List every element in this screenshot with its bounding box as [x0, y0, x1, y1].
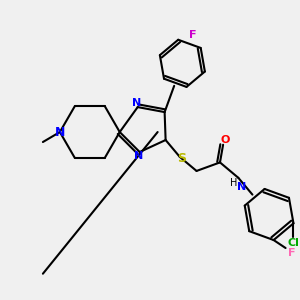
- Text: N: N: [55, 125, 65, 139]
- Text: N: N: [132, 98, 141, 108]
- Text: S: S: [177, 152, 186, 165]
- Text: N: N: [237, 182, 246, 192]
- Text: Cl: Cl: [287, 238, 299, 248]
- Text: F: F: [189, 30, 196, 40]
- Text: F: F: [288, 248, 295, 258]
- Text: N: N: [134, 151, 143, 161]
- Text: H: H: [230, 178, 237, 188]
- Text: O: O: [220, 135, 230, 145]
